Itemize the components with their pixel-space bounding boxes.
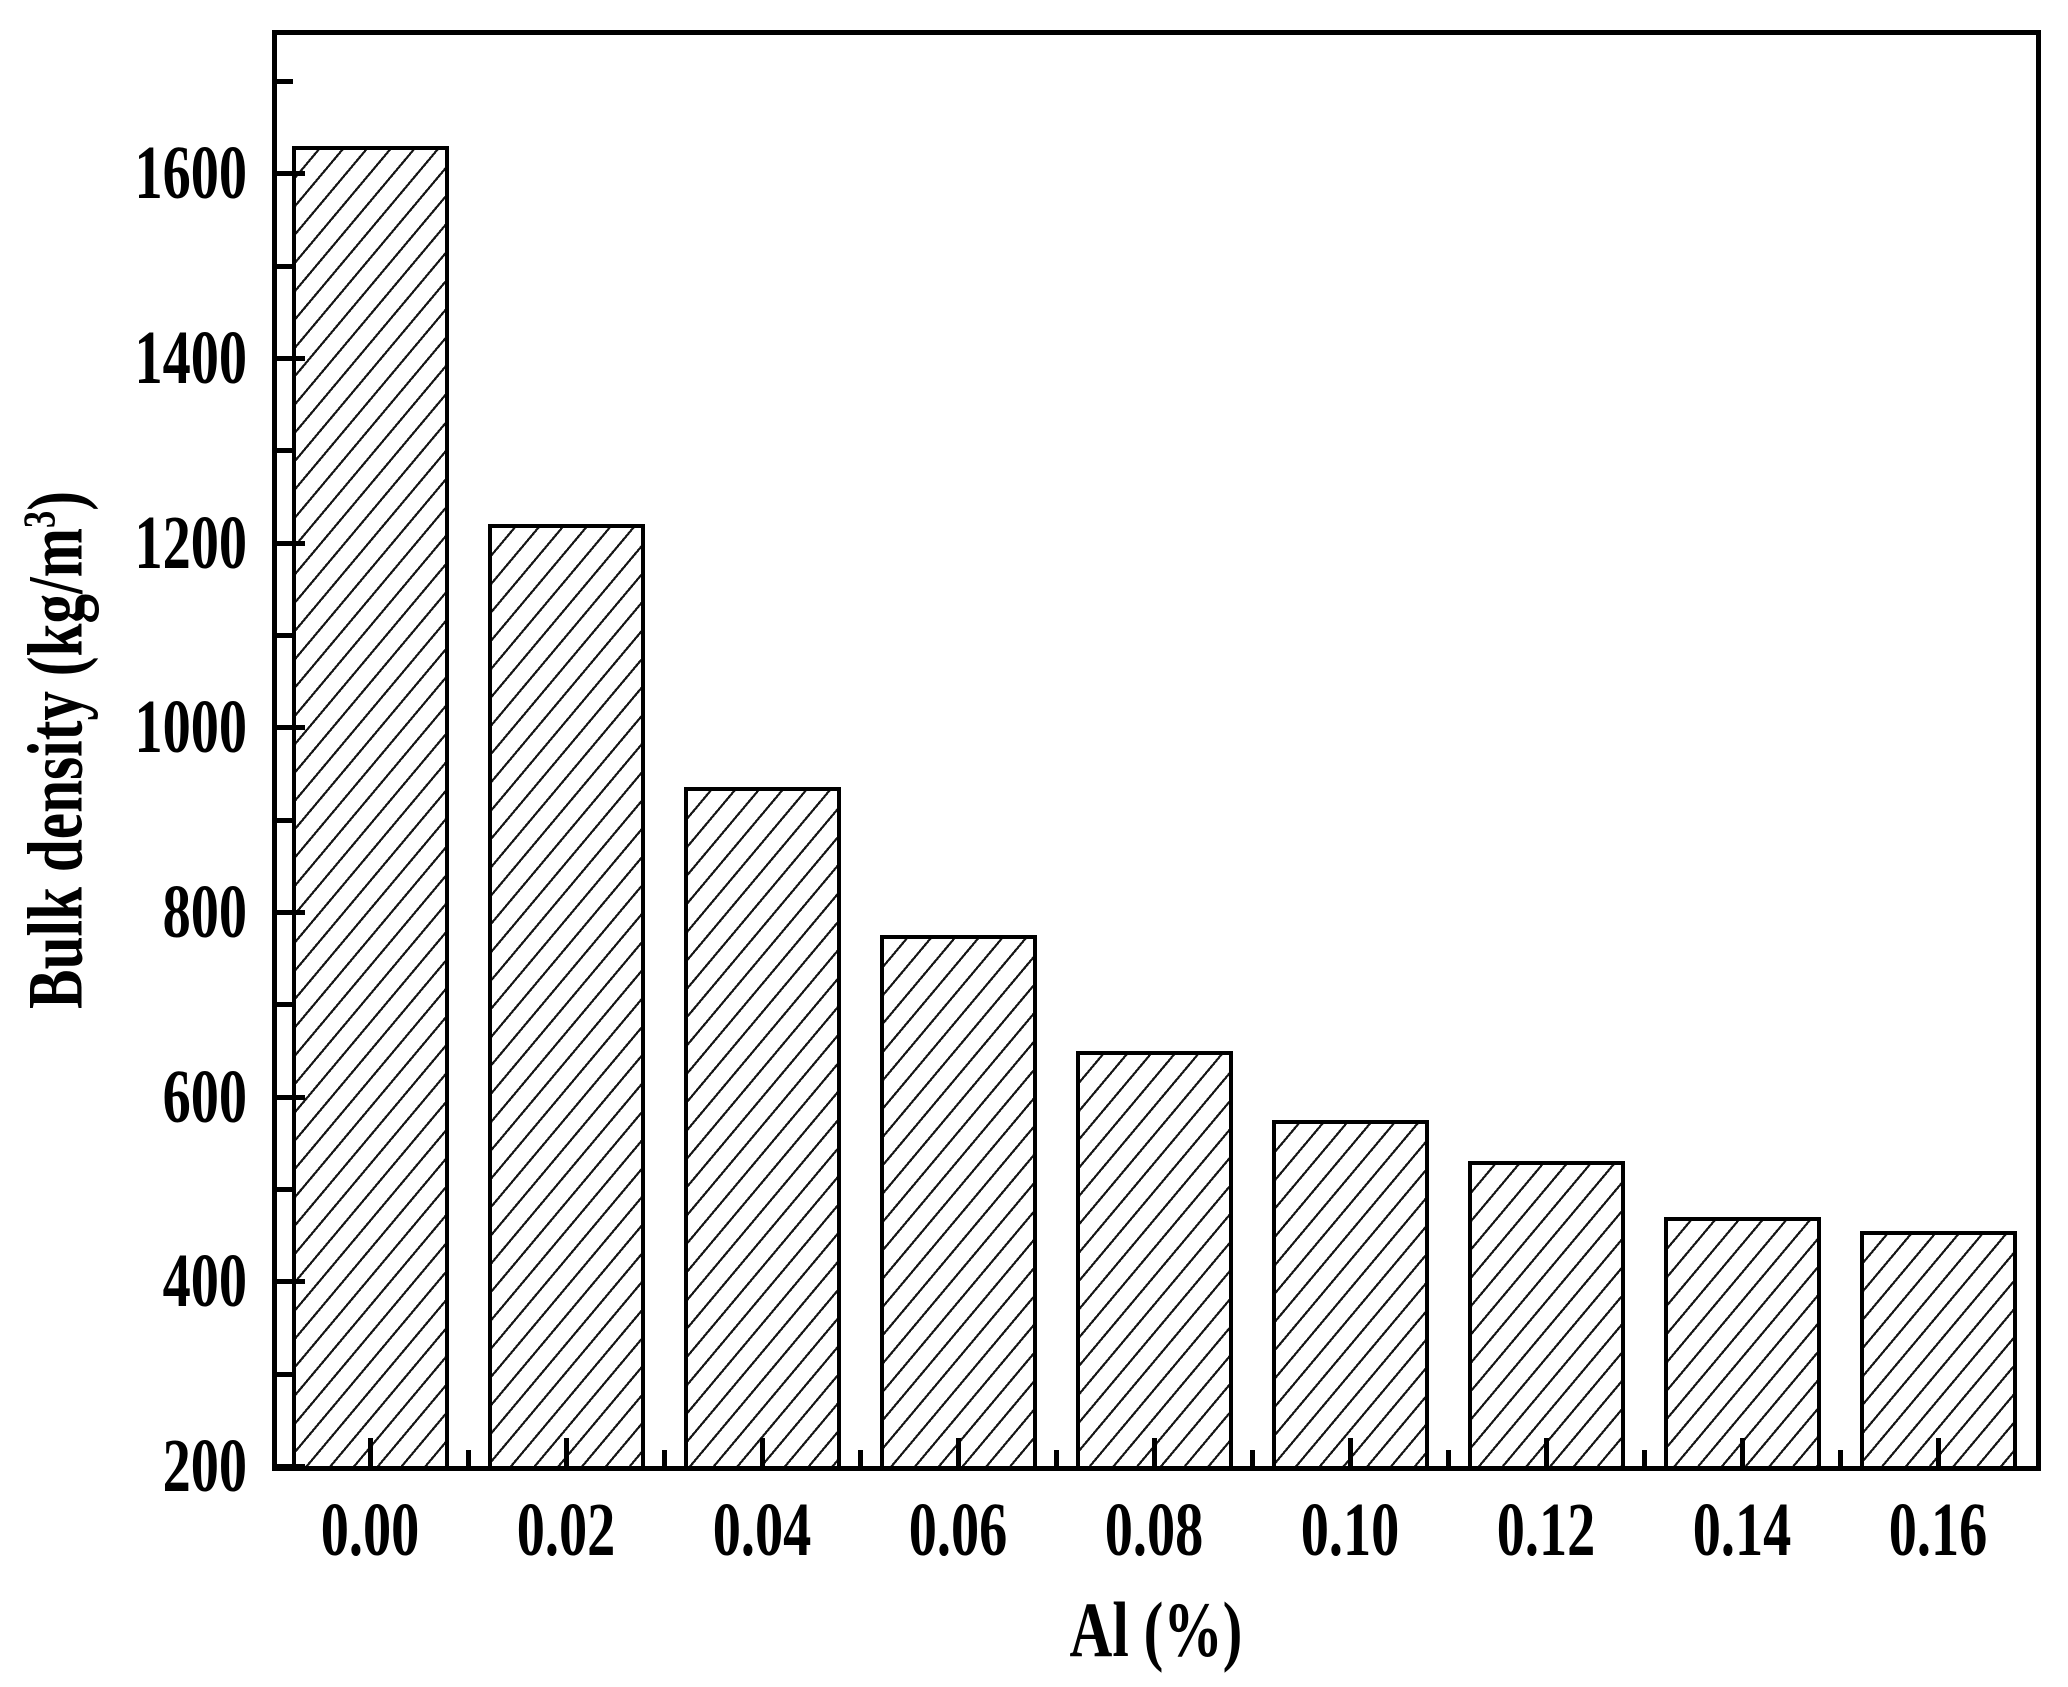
y-axis-title-text: Bulk density (kg/m xyxy=(12,527,100,1009)
x-major-tick-0.02 xyxy=(564,1438,569,1466)
bar-0.16 xyxy=(1859,1231,2017,1466)
x-minor-tick-6 xyxy=(1642,1450,1647,1466)
x-minor-tick-4 xyxy=(1250,1450,1255,1466)
y-tick-label-800: 800 xyxy=(162,870,247,954)
x-tick-label-0.08: 0.08 xyxy=(1104,1488,1204,1572)
x-tick-label-0.02: 0.02 xyxy=(516,1488,616,1572)
y-major-tick-1200 xyxy=(277,541,305,546)
x-tick-label-0.14: 0.14 xyxy=(1692,1488,1792,1572)
y-minor-tick-1700 xyxy=(277,79,293,84)
y-axis-title-box: Bulk density (kg/m3) xyxy=(8,140,104,1360)
y-minor-tick-1100 xyxy=(277,633,293,638)
x-major-tick-0.04 xyxy=(760,1438,765,1466)
y-minor-tick-700 xyxy=(277,1002,293,1007)
x-major-tick-0.12 xyxy=(1544,1438,1549,1466)
x-tick-label-0.12: 0.12 xyxy=(1496,1488,1596,1572)
bar-0.06 xyxy=(879,935,1037,1466)
y-tick-label-1400: 1400 xyxy=(134,316,247,400)
x-minor-tick-0 xyxy=(466,1450,471,1466)
x-major-tick-0.10 xyxy=(1348,1438,1353,1466)
y-major-tick-1400 xyxy=(277,356,305,361)
bar-0.02 xyxy=(487,524,645,1466)
x-minor-tick-7 xyxy=(1838,1450,1843,1466)
y-major-tick-1000 xyxy=(277,725,305,730)
y-minor-tick-300 xyxy=(277,1372,293,1377)
bar-0.12 xyxy=(1467,1161,1625,1466)
y-tick-label-200: 200 xyxy=(162,1424,247,1508)
x-tick-label-0.04: 0.04 xyxy=(712,1488,812,1572)
plot-area xyxy=(272,30,2041,1471)
x-major-tick-0.14 xyxy=(1740,1438,1745,1466)
y-major-tick-600 xyxy=(277,1095,305,1100)
x-minor-tick-3 xyxy=(1054,1450,1059,1466)
y-axis-title-superscript: 3 xyxy=(15,510,66,528)
x-minor-tick-1 xyxy=(662,1450,667,1466)
y-tick-label-1600: 1600 xyxy=(134,131,247,215)
y-major-tick-1600 xyxy=(277,171,305,176)
y-axis-title: Bulk density (kg/m3) xyxy=(12,491,100,1009)
x-tick-label-0.00: 0.00 xyxy=(320,1488,420,1572)
y-minor-tick-500 xyxy=(277,1187,293,1192)
y-major-tick-400 xyxy=(277,1279,305,1284)
x-major-tick-0.16 xyxy=(1936,1438,1941,1466)
y-major-tick-200 xyxy=(277,1464,305,1469)
y-axis-title-suffix: ) xyxy=(12,491,100,511)
x-minor-tick-2 xyxy=(858,1450,863,1466)
y-tick-label-1000: 1000 xyxy=(134,685,247,769)
y-tick-label-1200: 1200 xyxy=(134,501,247,585)
bar-0.08 xyxy=(1075,1051,1233,1466)
bar-0.00 xyxy=(291,146,449,1466)
y-tick-label-400: 400 xyxy=(162,1239,247,1323)
x-tick-label-0.16: 0.16 xyxy=(1888,1488,1988,1572)
y-tick-label-600: 600 xyxy=(162,1055,247,1139)
bar-0.10 xyxy=(1271,1120,1429,1466)
bar-0.04 xyxy=(683,787,841,1466)
x-minor-tick-5 xyxy=(1446,1450,1451,1466)
x-axis-title: Al (%) xyxy=(1069,1586,1243,1673)
x-major-tick-0.08 xyxy=(1152,1438,1157,1466)
y-major-tick-800 xyxy=(277,910,305,915)
x-tick-label-0.10: 0.10 xyxy=(1300,1488,1400,1572)
x-major-tick-0.00 xyxy=(368,1438,373,1466)
y-minor-tick-1300 xyxy=(277,448,293,453)
x-tick-label-0.06: 0.06 xyxy=(908,1488,1008,1572)
x-major-tick-0.06 xyxy=(956,1438,961,1466)
y-minor-tick-1500 xyxy=(277,264,293,269)
bar-0.14 xyxy=(1663,1217,1821,1466)
y-minor-tick-900 xyxy=(277,818,293,823)
